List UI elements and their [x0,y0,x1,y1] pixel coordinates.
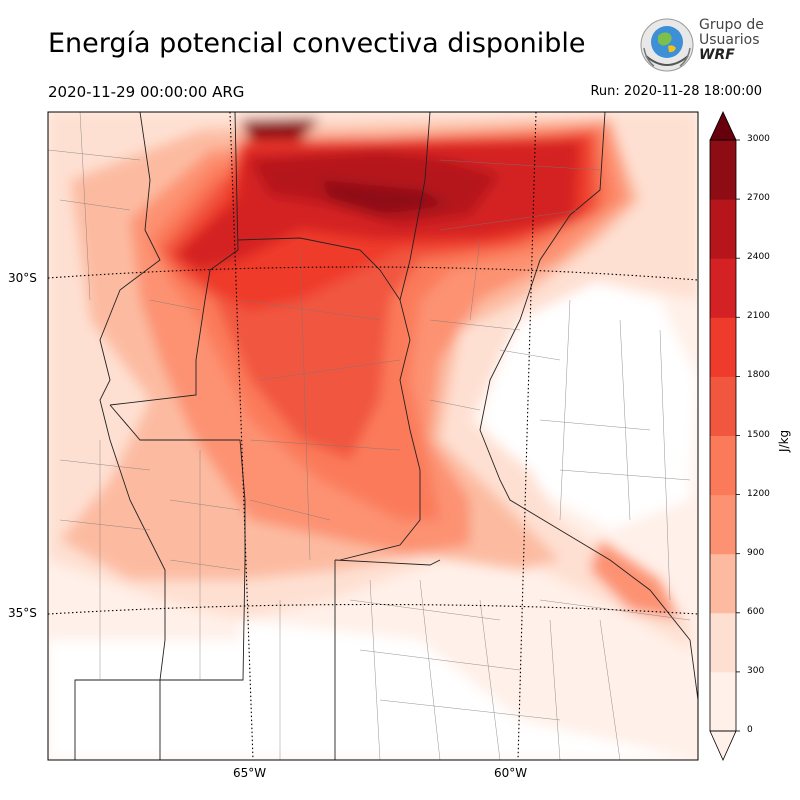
colorbar-band [710,612,736,673]
lon-label-60w: 60°W [494,766,528,780]
colorbar-band [710,671,736,732]
colorbar-band [710,376,736,436]
colorbar-tick-label: 300 [747,665,765,676]
colorbar-tick-label: 1800 [747,370,770,381]
colorbar-tick-label: 0 [747,725,753,735]
colorbar-tick-label: 2400 [747,252,770,263]
colorbar-tick-label: 2100 [747,311,770,322]
graticule [48,112,698,760]
colorbar-band [710,199,736,259]
province-borders [74,112,698,760]
logo-text-wrf: WRF [699,47,735,63]
logo-text: Grupo de Usuarios WRF [699,18,764,63]
colorbar-tick-label: 1200 [747,488,770,499]
run-time-label: Run: 2020-11-28 18:00:00 [590,84,762,99]
colorbar-band [710,258,736,318]
wrf-globe-icon [640,18,694,72]
department-borders [48,112,691,760]
map-title: Energía potencial convectiva disponible [48,28,586,59]
logo-text-line2: Usuarios [699,32,760,48]
colorbar-extend-max [709,111,737,141]
lon-label-65w: 65°W [233,766,267,780]
colorbar-units: J/kg [777,429,791,452]
logo-text-line1: Grupo de [699,17,764,33]
colorbar [709,111,740,761]
colorbar-band [710,494,736,555]
colorbar-tick-label: 600 [747,606,765,617]
colorbar-tick-label: 900 [747,547,765,558]
colorbar-tick-label: 1500 [747,429,770,440]
lat-label-35s: 35°S [8,606,37,620]
colorbar-band [710,553,736,614]
lat-label-30s: 30°S [8,271,37,285]
colorbar-band [710,435,736,496]
map-frame [47,111,699,761]
valid-time-label: 2020-11-29 00:00:00 ARG [48,83,245,101]
cape-field [48,112,698,760]
colorbar-extend-min [709,730,737,761]
colorbar-tick-label: 2700 [747,193,770,204]
colorbar-tick-label: 3000 [747,134,770,144]
colorbar-band [710,140,736,200]
colorbar-band [710,317,736,377]
wrf-users-logo: Grupo de Usuarios WRF [638,16,768,74]
